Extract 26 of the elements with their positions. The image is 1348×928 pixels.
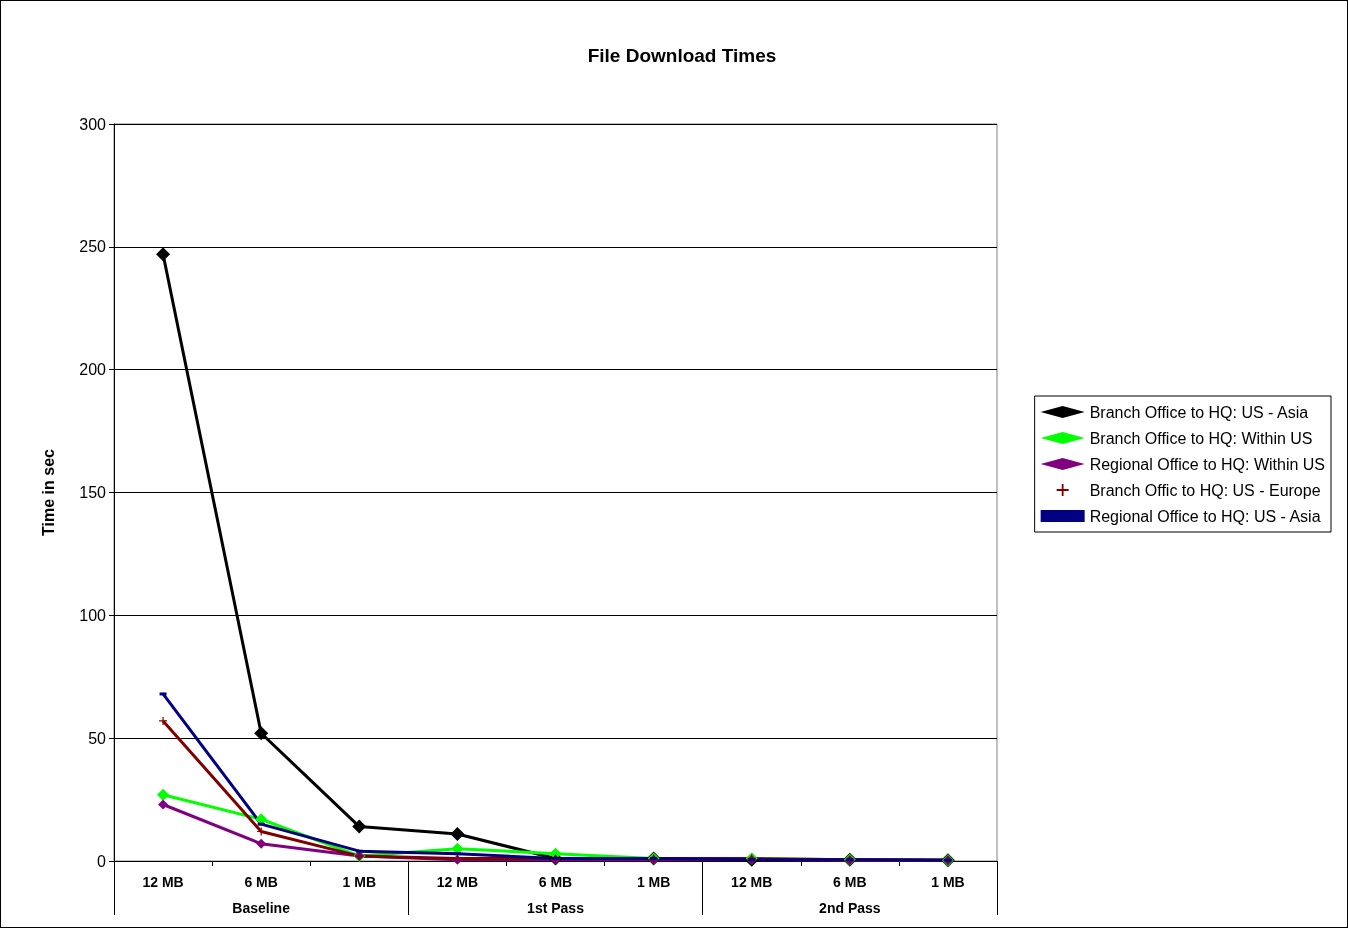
x-tick-label: 6 MB [244,874,278,890]
x-tick-label: 12 MB [142,874,184,890]
y-tick-label: 200 [79,361,107,379]
y-axis-title: Time in sec [39,448,57,536]
x-tick-label: 1 MB [931,874,965,890]
x-tick-label: 12 MB [731,874,773,890]
text: 1st Pass [527,900,585,916]
y-tick-label: 0 [97,852,107,870]
y-tick-label: 150 [79,484,107,501]
legend-label: Regional Office to HQ: US - Asia [1089,507,1321,525]
y-tick-label: 300 [79,115,107,133]
y-tick-label: 100 [79,606,107,624]
x-tick-label: 6 MB [833,874,867,890]
legend-label: Branch Office to HQ: Within US [1089,429,1313,447]
legend-label: Regional Office to HQ: Within US [1089,455,1326,473]
x-tick-label: 6 MB [538,874,573,890]
legend-label: Branch Office to HQ: US - Asia [1089,403,1309,421]
y-tick-label: 250 [79,238,107,256]
x-tick-label: 1 MB [636,874,671,890]
text: 2nd Pass [819,900,881,916]
x-tick-label: 1 MB [342,874,376,890]
x-tick-label: 12 MB [436,874,479,890]
legend-label: Branch Offic to HQ: US - Europe [1089,481,1321,499]
chart-title: File Download Times [587,45,777,66]
text: Baseline [232,900,291,916]
y-tick-label: 50 [88,729,107,747]
